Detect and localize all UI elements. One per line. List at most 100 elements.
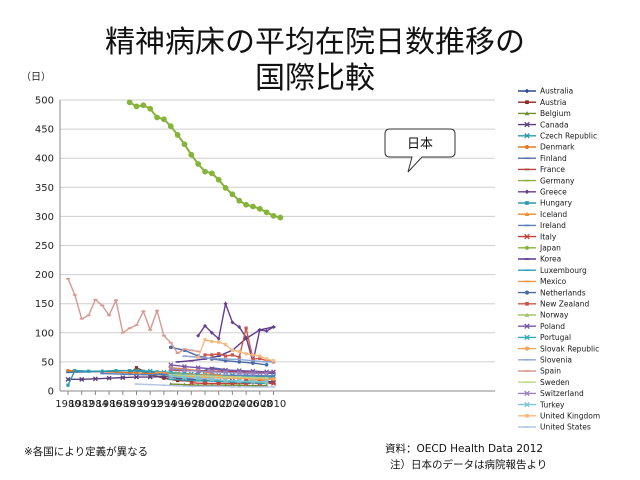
x-axis-ticks: 1980198219841986198819901992199419961998… [55,391,286,410]
series-spain [66,277,201,355]
y-tick-label: 200 [35,270,54,281]
data-point-new-zealand [230,353,234,357]
legend-label: Ireland [540,221,566,230]
x-tick-label: 1982 [69,399,94,410]
legend-item-portugal: Portugal [518,333,571,342]
data-point-new-zealand [223,354,228,358]
y-tick-label: 0 [48,387,54,398]
data-point-united-kingdom [265,357,269,361]
x-tick-label: 1996 [165,399,190,410]
x-tick-label: 2010 [261,399,286,410]
x-tick-label: 1990 [124,399,149,410]
data-point-hungary [100,369,104,373]
legend-label: Spain [540,367,561,376]
y-tick-label: 300 [35,212,54,223]
data-point-turkey [181,375,187,381]
x-tick-label: 1988 [110,399,135,410]
data-point-turkey [264,379,270,385]
source-line: 資料：OECD Health Data 2012 [385,442,543,455]
data-point-greece [196,333,201,338]
series-line-korea [177,326,274,363]
data-point-japan [236,197,243,204]
data-point-japan [161,116,167,123]
x-tick-label: 1986 [96,399,121,410]
legend-marker [524,323,530,329]
data-point-switzerland [195,368,201,374]
legend-label: Czech Republic [540,132,597,141]
x-tick-label: 1994 [151,399,176,410]
japan-callout: 日本 [384,128,456,173]
series-line-belgium [170,383,267,387]
legend-label: Slovak Republic [540,344,599,353]
data-point-slovak-republic [271,376,276,381]
series-line-spain [67,278,199,355]
legend-item-poland: Poland [518,322,565,331]
legend-label: Canada [540,120,569,129]
data-point-canada [134,374,139,380]
y-tick-label: 400 [35,154,54,165]
data-point-hungary [128,369,132,373]
data-point-turkey [195,375,201,381]
series-japan [126,99,284,221]
y-tick-label: 150 [35,299,54,310]
data-point-austria [128,371,132,376]
data-point-italy [271,380,276,386]
x-tick-label: 1980 [55,399,80,410]
data-point-new-zealand [203,353,207,357]
legend-label: Switzerland [540,389,584,398]
data-point-japan [263,209,270,216]
series-line-luxembourg [170,378,267,385]
data-point-canada [147,374,153,380]
data-point-hungary [86,369,91,373]
legend-item-australia: Australia [518,87,573,96]
legend-marker [525,201,529,205]
legend-item-denmark: Denmark [518,143,575,152]
legend-label: Finland [540,154,567,163]
legend-marker [524,390,530,397]
data-point-belgium [182,382,187,387]
data-point-japan [229,191,236,198]
data-point-japan [188,151,195,158]
legend-item-greece: Greece [518,188,567,197]
definition-note: ※各国により定義が異なる [24,445,148,458]
legend-marker [524,189,530,195]
data-point-japan [126,99,133,106]
data-point-greece [223,301,228,306]
legend-label: United Kingdom [540,412,600,421]
legend-label: Netherlands [540,288,586,297]
data-point-united-kingdom [237,349,241,354]
data-point-italy [202,380,208,386]
legend-marker [524,334,530,341]
legend-item-belgium: Belgium [518,109,571,118]
data-point-netherlands [223,358,228,363]
legend-label: Italy [540,232,557,241]
legend-item-luxembourg: Luxembourg [518,266,587,275]
data-point-japan [133,103,140,110]
data-point-switzerland [209,369,215,375]
legend-marker [524,211,530,217]
legend-item-france: France [518,165,565,174]
x-tick-label: 1992 [137,399,162,410]
data-point-united-kingdom [210,339,214,344]
legend-marker [525,100,529,105]
data-point-switzerland [181,367,187,373]
x-tick-label: 2006 [233,399,258,410]
legend-label: Denmark [540,143,575,152]
data-point-greece [237,324,242,329]
legend-label: Korea [540,255,561,264]
legend-label: Germany [540,176,575,185]
data-point-switzerland [250,371,256,376]
legend-label: Hungary [540,199,573,208]
legend-label: Iceland [540,210,567,219]
legend-label: Greece [540,188,567,197]
legend-item-germany: Germany [518,176,575,185]
legend-item-austria: Austria [518,98,567,107]
data-point-belgium [168,382,173,386]
data-point-new-zealand [244,326,248,330]
series-lines [65,99,284,388]
data-point-greece [216,336,221,341]
data-point-austria [162,376,166,380]
legend-label: New Zealand [540,300,590,309]
y-axis-unit-label: （日） [21,71,51,83]
